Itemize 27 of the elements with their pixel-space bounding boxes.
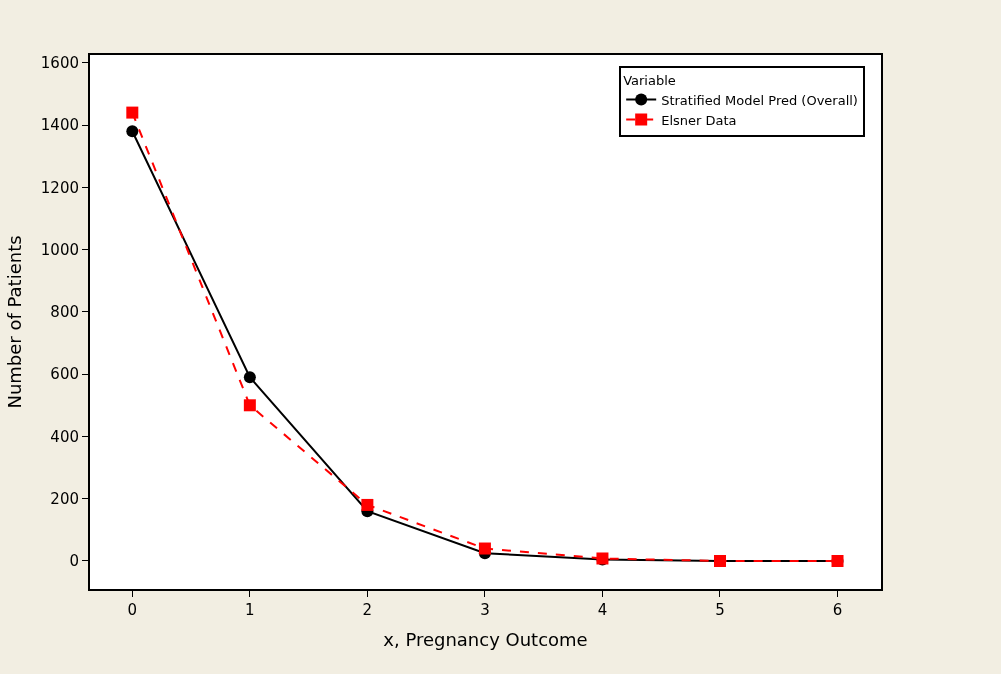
x-tick-label: 4 [597, 601, 608, 619]
y-axis-title: Number of Patients [3, 235, 25, 409]
y-tick-label: 400 [50, 427, 79, 446]
y-tick-label: 1000 [40, 240, 79, 259]
point [478, 542, 491, 555]
y-tick-label: 1200 [40, 178, 79, 197]
x-tick-label: 3 [480, 601, 490, 619]
legend-label: Elsner Data [661, 112, 737, 128]
y-tick-label: 1400 [40, 116, 79, 135]
x-axis-title: x, Pregnancy Outcome [383, 628, 588, 650]
y-tick-label: 0 [69, 552, 79, 571]
point [243, 399, 256, 412]
point [126, 125, 139, 138]
x-tick-label: 2 [362, 601, 373, 619]
x-tick-label: 0 [127, 601, 138, 619]
legend-label: Stratified Model Pred (Overall) [661, 92, 858, 108]
point [243, 371, 256, 384]
y-tick-label: 800 [50, 303, 79, 322]
x-tick-label: 6 [832, 601, 843, 619]
x-tick-label: 1 [245, 601, 255, 619]
y-tick-label: 200 [50, 489, 79, 508]
y-tick-label: 1600 [40, 54, 79, 73]
y-tick-label: 600 [50, 365, 79, 384]
point [126, 106, 139, 119]
point [361, 498, 374, 511]
legend-title: Variable [623, 72, 676, 88]
x-tick-label: 5 [715, 601, 725, 619]
